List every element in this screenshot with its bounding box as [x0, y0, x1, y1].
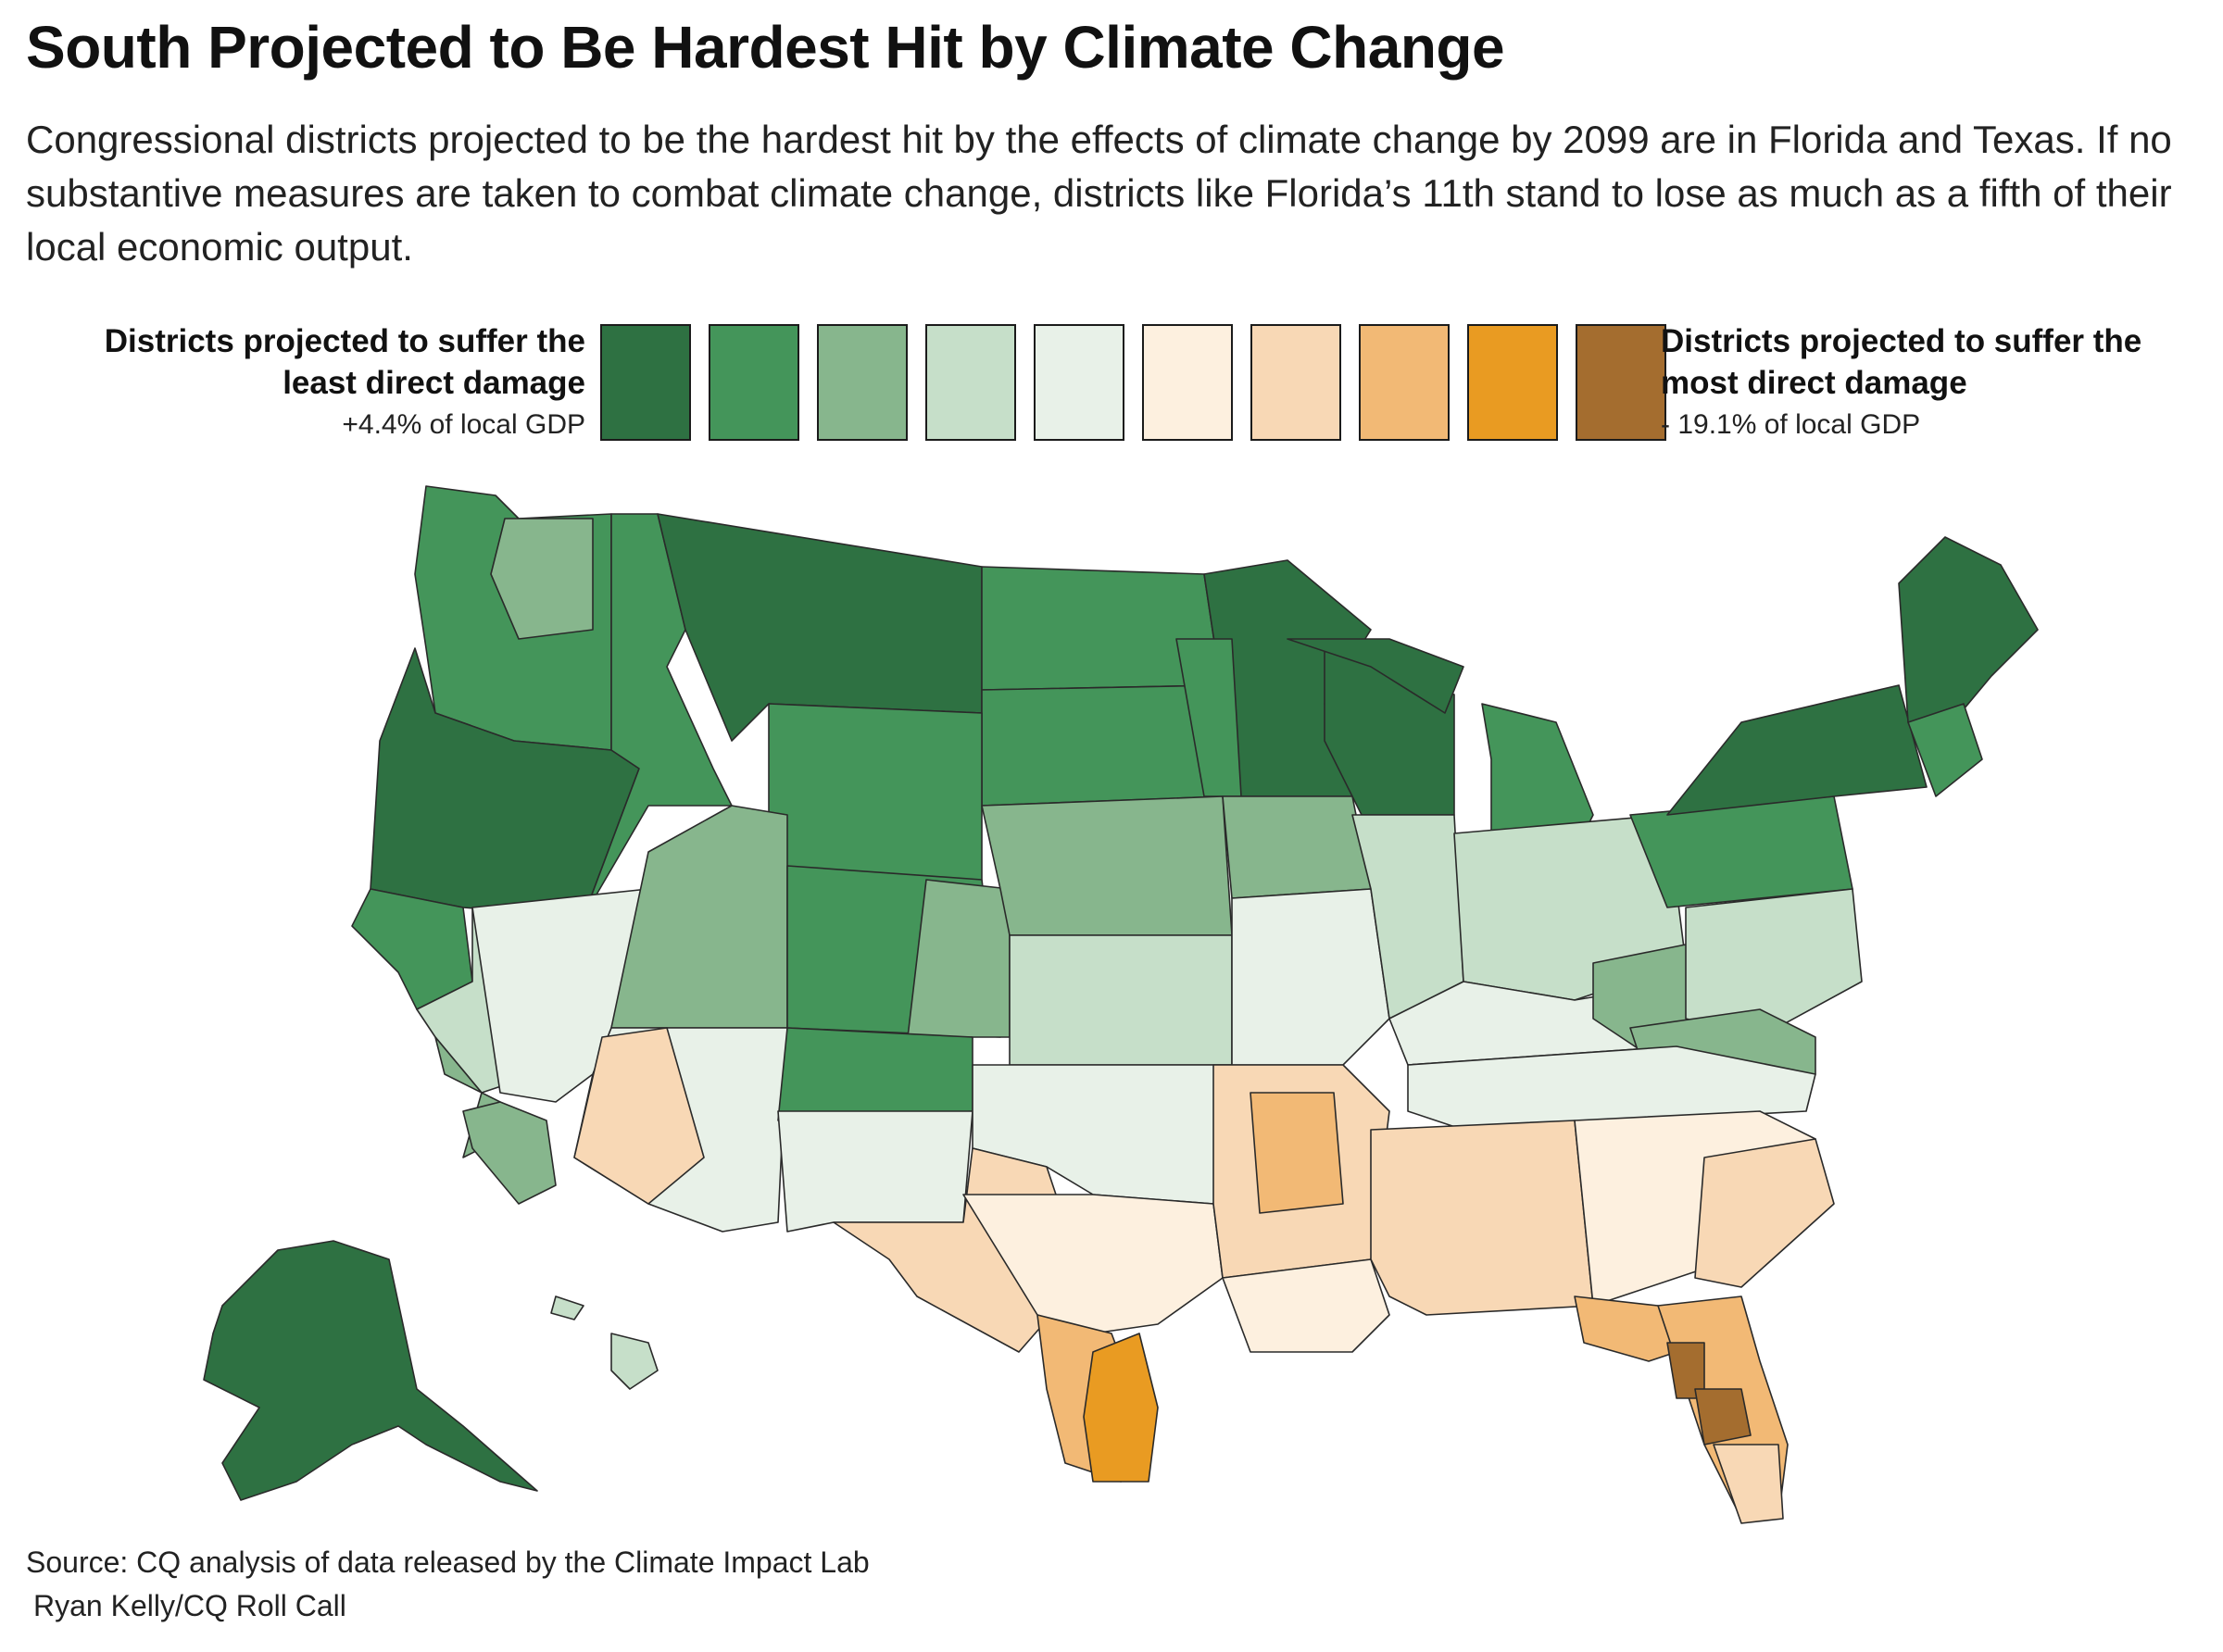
- region-florida-southwest: [1694, 1388, 1752, 1446]
- legend-swatch-1: [600, 324, 691, 441]
- legend-least-damage-value: +4.4% of local GDP: [342, 409, 585, 440]
- region-new-mexico-south: [777, 1110, 973, 1233]
- region-alaska: [203, 1240, 538, 1501]
- legend-most-damage-label: Districts projected to suffer the most d…: [1661, 323, 2142, 401]
- region-hawaii: [610, 1333, 659, 1390]
- region-florida-south: [1713, 1444, 1784, 1524]
- region-new-mexico: [777, 1027, 973, 1121]
- region-utah: [610, 805, 788, 1029]
- region-texas-rio-grande: [1083, 1333, 1159, 1483]
- region-california-south: [462, 1101, 557, 1205]
- district-map: [203, 485, 2039, 1524]
- legend-swatch-10: [1576, 324, 1666, 441]
- region-arkansas-central: [1250, 1092, 1344, 1214]
- chart-subtitle: Congressional districts projected to be …: [26, 118, 2172, 269]
- legend-swatch-9: [1467, 324, 1558, 441]
- legend-swatch-6: [1142, 324, 1233, 441]
- region-iowa: [1222, 795, 1372, 899]
- region-missouri: [1231, 888, 1390, 1066]
- region-carolina-coast: [1694, 1138, 1835, 1288]
- region-kansas: [1009, 934, 1233, 1066]
- legend-most-damage-value: - 19.1% of local GDP: [1661, 409, 1921, 440]
- region-upper-michigan: [1287, 638, 1464, 714]
- legend-swatch-4: [925, 324, 1016, 441]
- chart-title: South Projected to Be Hardest Hit by Cli…: [26, 14, 1505, 81]
- legend-swatch-3: [817, 324, 908, 441]
- legend-least-damage-label: Districts projected to suffer the least …: [104, 323, 585, 401]
- region-louisiana: [1222, 1258, 1390, 1353]
- region-tennessee: [1407, 1045, 1816, 1131]
- region-south-dakota: [981, 684, 1224, 807]
- legend-swatch-2: [709, 324, 799, 441]
- region-mississippi-alabama: [1370, 1120, 1594, 1316]
- credit-note: Ryan Kelly/CQ Roll Call: [33, 1589, 346, 1622]
- region-arizona-south: [573, 1027, 705, 1205]
- source-note: Source: CQ analysis of data released by …: [26, 1546, 870, 1579]
- region-mid-atlantic: [1685, 888, 1863, 1038]
- legend-swatch-7: [1250, 324, 1341, 441]
- legend-swatch-5: [1034, 324, 1124, 441]
- region-colorado-east: [907, 879, 1011, 1038]
- region-maine-south: [1907, 703, 1983, 797]
- region-new-england: [1898, 536, 2039, 732]
- legend-swatch-8: [1359, 324, 1450, 441]
- region-washington-central: [490, 518, 594, 640]
- region-new-york: [1666, 684, 1928, 816]
- region-nebraska: [981, 795, 1233, 936]
- region-pennsylvania: [1629, 795, 1853, 908]
- region-hawaii-islands: [550, 1295, 584, 1320]
- region-wyoming: [768, 703, 983, 885]
